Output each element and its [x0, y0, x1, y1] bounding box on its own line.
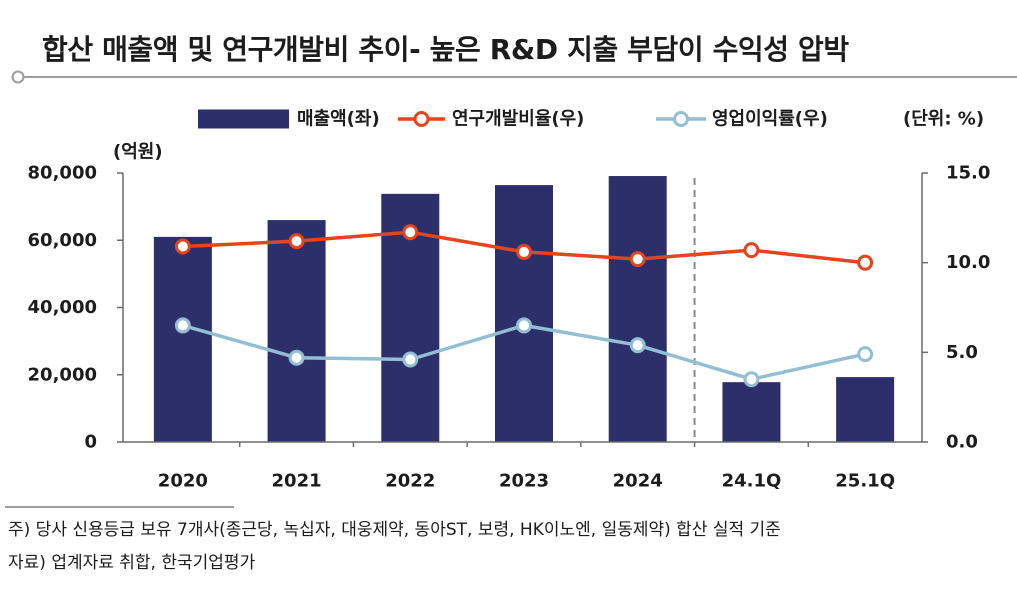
- right-axis-tick-label-15-0: 15.0: [946, 163, 990, 184]
- rd-ratio-point-2022: [402, 224, 419, 241]
- x-axis-label-2022: 2022: [385, 471, 435, 492]
- right-axis-unit-label: (단위: %): [903, 109, 984, 130]
- footnote-source: 자료) 업계자료 취합, 한국기업평가: [8, 553, 256, 573]
- plot-area: 0 20,000 40,000 60,000 80,000 0.0 5.0 10.0 15.0 2…: [28, 163, 991, 492]
- footnote-note: 주) 당사 신용등급 보유 7개사(종근당, 녹십자, 대웅제약, 동아ST, …: [8, 520, 781, 540]
- x-axis-label-2024: 2024: [613, 471, 663, 492]
- rd-ratio-point-2023: [516, 243, 532, 260]
- operating-margin-point-2024: [629, 337, 646, 354]
- operating-margin-point-2021: [288, 349, 305, 366]
- title-rule: [11, 70, 1017, 84]
- operating-margin-point-2022: [402, 351, 419, 368]
- rd-ratio-point-2021: [288, 233, 305, 250]
- left-axis-tick-label-0: 0: [84, 432, 97, 453]
- rd-ratio-point-24-1q: [743, 242, 760, 259]
- title-rule-bullet-icon: [11, 70, 25, 84]
- sales-bar-2020: [153, 236, 212, 442]
- x-axis-label-2020: 2020: [158, 471, 208, 492]
- left-axis-tick-label-60-000: 60,000: [28, 230, 97, 251]
- x-axis-label-25-1q: 25.1Q: [835, 471, 895, 492]
- chart-legend: (단위: %) 매출액(좌) 연구개발비율(우) 영업이익률(우): [198, 109, 984, 130]
- left-axis-tick-label-80-000: 80,000: [28, 163, 97, 184]
- x-axis-label-24-1q: 24.1Q: [722, 471, 782, 492]
- left-axis-tick-label-20-000: 20,000: [28, 364, 97, 385]
- legend-swatch-sales: [198, 109, 289, 129]
- operating-margin-point-25-1q: [857, 346, 874, 363]
- right-axis-tick-label-10-0: 10.0: [946, 252, 990, 273]
- right-axis-tick-label-5-0: 5.0: [946, 342, 978, 363]
- x-axis-label-2021: 2021: [272, 471, 322, 492]
- operating-margin-point-24-1q: [743, 371, 760, 388]
- sales-bar-25-1q: [836, 377, 895, 442]
- legend-label-operating-margin: 영업이익률(우): [712, 109, 828, 130]
- legend-label-rd-ratio: 연구개발비율(우): [452, 109, 584, 130]
- rd-ratio-point-2020: [174, 238, 191, 255]
- legend-marker-rd-ratio: [413, 111, 430, 127]
- chart-title: 합산 매출액 및 연구개발비 추이- 높은 R&D 지출 부담이 수익성 압박: [42, 34, 849, 66]
- operating-margin-point-2023: [516, 317, 532, 334]
- legend-label-sales: 매출액(좌): [297, 109, 380, 130]
- sales-bar-24-1q: [722, 382, 781, 442]
- sales-bar-2023: [495, 185, 553, 443]
- x-axis-label-2023: 2023: [499, 471, 549, 492]
- left-axis-unit-label: (억원): [113, 142, 163, 163]
- sales-bar-2024: [608, 176, 667, 442]
- sales-bar-2021: [267, 220, 326, 442]
- legend-marker-operating-margin: [673, 111, 689, 127]
- right-axis-tick-label-0-0: 0.0: [946, 432, 978, 453]
- operating-margin-point-2020: [174, 317, 191, 334]
- rd-ratio-point-2024: [629, 251, 646, 268]
- left-axis-tick-label-40-000: 40,000: [28, 297, 97, 318]
- rd-ratio-point-25-1q: [857, 254, 874, 271]
